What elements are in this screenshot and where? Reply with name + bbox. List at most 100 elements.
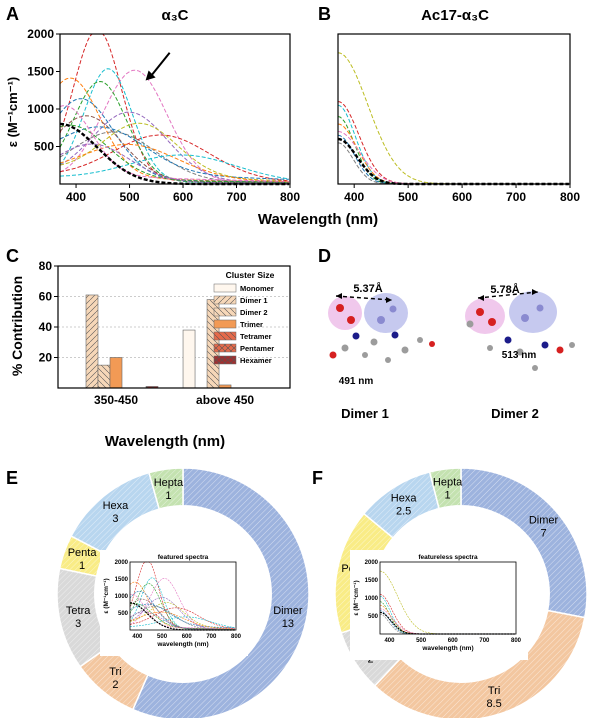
panel-c-xlabel: Wavelength (nm) bbox=[105, 433, 225, 450]
panel-a-series-3 bbox=[59, 80, 289, 184]
shared-xlabel: Wavelength (nm) bbox=[258, 211, 378, 228]
dimer1-nm: 491 nm bbox=[339, 376, 374, 387]
panel-c-chart: % Contribution Wavelength (nm) 20 40 60 80 3… bbox=[9, 259, 291, 450]
panel-letter-e: E bbox=[6, 468, 18, 488]
panel-c-category-label: 350-450 bbox=[94, 393, 138, 407]
panel-e-inset-ytick: 1500 bbox=[115, 577, 129, 583]
dimer2-nm: 513 nm bbox=[502, 350, 537, 361]
panel-e-slice-value: 13 bbox=[282, 618, 294, 630]
panel-f-inset-xtick: 600 bbox=[448, 638, 459, 644]
panel-b-title: Ac17-α₃C bbox=[421, 7, 489, 24]
legend-label-3: Trimer bbox=[240, 320, 263, 329]
panel-b-xtick-label: 800 bbox=[560, 190, 580, 204]
panel-letter-c: C bbox=[6, 246, 19, 266]
panel-a-ytick-label: 500 bbox=[34, 140, 54, 154]
panel-f-inset-ytick: 500 bbox=[368, 614, 379, 620]
panel-f-slice-hepta bbox=[428, 467, 462, 510]
panel-a-series-11 bbox=[59, 126, 289, 180]
panel-e-inset-ytick: 1000 bbox=[115, 594, 129, 600]
panel-letter-a: A bbox=[6, 4, 19, 24]
panel-f-slice-value: 2.5 bbox=[396, 506, 411, 518]
panel-e-donut: Dimer13Tri2Tetra3Penta1Hexa3Hepta1featur… bbox=[56, 467, 310, 718]
panel-b-series-1 bbox=[337, 101, 569, 185]
panel-a-series-2 bbox=[59, 68, 289, 184]
panel-a-ytick-label: 1500 bbox=[27, 65, 54, 79]
dimer2-structure: 5.78Å 513 nm Dimer 2 bbox=[465, 283, 575, 421]
panel-e-slice-label: Tetra bbox=[66, 605, 91, 617]
panel-a-ylabel: ε (M⁻¹cm⁻¹) bbox=[5, 77, 20, 147]
legend-swatch-6 bbox=[213, 355, 237, 365]
legend-swatch-2 bbox=[213, 307, 237, 317]
panel-letter-b: B bbox=[318, 4, 331, 24]
dimer2-distance: 5.78Å bbox=[490, 283, 519, 296]
panel-c-ytick-label: 60 bbox=[39, 290, 53, 304]
panel-e-inset-ytick: 500 bbox=[118, 611, 129, 617]
panel-b-series-6 bbox=[337, 134, 569, 185]
panel-a-chart: α₃C ε (M⁻¹cm⁻¹) 400 500 600 700 800 500 1000 15… bbox=[5, 7, 300, 204]
bar-monomer-1 bbox=[182, 329, 196, 389]
panel-b-series-0 bbox=[337, 52, 569, 185]
panel-letter-f: F bbox=[312, 468, 323, 488]
panel-f-inset-xtick: 800 bbox=[511, 638, 522, 644]
panel-e-inset-xtick: 400 bbox=[132, 634, 143, 640]
panel-f-slice-value: 1 bbox=[445, 490, 451, 502]
panel-a-series-1 bbox=[59, 69, 289, 184]
panel-e-slice-value: 1 bbox=[79, 560, 85, 572]
dimer2-label: Dimer 2 bbox=[491, 406, 539, 421]
panel-e-inset-title: featured spectra bbox=[158, 554, 209, 561]
panel-f-slice-label: Hepta bbox=[433, 477, 463, 489]
panel-a-xtick-label: 700 bbox=[226, 190, 246, 204]
panel-e-inset-series-12 bbox=[129, 602, 236, 630]
panel-f-inset-xtick: 400 bbox=[384, 638, 395, 644]
panel-e-inset-series-6 bbox=[129, 597, 236, 630]
panel-a-series-8 bbox=[59, 122, 289, 182]
panel-a-ytick-label: 2000 bbox=[27, 27, 54, 41]
panel-f-inset-xtick: 700 bbox=[479, 638, 490, 644]
panel-e-inset-series-16 bbox=[129, 611, 235, 630]
panel-e-slice-label: Tri bbox=[109, 666, 121, 678]
panel-e-inset-xtick: 600 bbox=[182, 634, 193, 640]
panel-f-slice-label: Hexa bbox=[391, 493, 418, 505]
panel-a-xtick-label: 500 bbox=[120, 190, 140, 204]
panel-f-donut: Dimer7Tri8.5Tetra2Penta4Hexa2.5Hepta1fea… bbox=[334, 467, 588, 718]
panel-a-series-14 bbox=[59, 154, 289, 180]
legend-swatch-5 bbox=[213, 343, 237, 353]
legend-label-2: Dimer 2 bbox=[240, 308, 268, 317]
panel-e-inset-series-11 bbox=[129, 603, 236, 629]
panel-c-ytick-label: 20 bbox=[39, 351, 53, 365]
panel-c-category-label: above 450 bbox=[196, 393, 254, 407]
panel-f-inset-ytick: 2000 bbox=[365, 560, 379, 566]
panel-f-slice-value: 7 bbox=[540, 528, 546, 540]
panel-a-series-5 bbox=[59, 98, 289, 183]
panel-f-slice-label: Dimer bbox=[529, 515, 559, 527]
legend-label-0: Monomer bbox=[240, 284, 274, 293]
legend-label-5: Pentamer bbox=[240, 344, 274, 353]
panel-e-slice-hepta bbox=[148, 467, 184, 510]
panel-f-inset-ylabel: ε (M⁻¹cm⁻¹) bbox=[353, 580, 360, 615]
panel-a-series-7 bbox=[59, 115, 289, 184]
legend-label-1: Dimer 1 bbox=[240, 296, 268, 305]
panel-b-xtick-label: 700 bbox=[506, 190, 526, 204]
panel-f-inset-xlabel: wavelength (nm) bbox=[421, 645, 473, 652]
panel-e-inset-xlabel: wavelength (nm) bbox=[156, 641, 208, 648]
panel-e-slice-dimer bbox=[131, 467, 310, 718]
panel-a-arrow bbox=[149, 52, 171, 78]
legend-swatch-0 bbox=[213, 283, 237, 293]
panel-e-inset-series-10 bbox=[129, 607, 236, 629]
panel-b-xtick-label: 600 bbox=[452, 190, 472, 204]
panel-a-series-15 bbox=[59, 105, 289, 182]
panel-a-ytick-label: 1000 bbox=[27, 102, 54, 116]
panel-f-inset-ytick: 1500 bbox=[365, 578, 379, 584]
panel-a-series-12 bbox=[59, 124, 289, 183]
legend-swatch-4 bbox=[213, 331, 237, 341]
panel-f-inset-xtick: 500 bbox=[416, 638, 427, 644]
panel-e-slice-label: Penta bbox=[68, 547, 98, 559]
panel-e-inset-ytick: 2000 bbox=[115, 560, 129, 566]
panel-e-inset-xtick: 700 bbox=[206, 634, 217, 640]
bar-dimer-1-0 bbox=[85, 294, 99, 389]
panel-b-chart: Ac17-α₃C 400 500 600 700 800 bbox=[337, 7, 580, 204]
panel-a-xtick-label: 800 bbox=[280, 190, 300, 204]
dimer1-structure: 5.37Å 491 nm Dimer 1 bbox=[328, 282, 435, 421]
panel-b-xtick-label: 500 bbox=[398, 190, 418, 204]
